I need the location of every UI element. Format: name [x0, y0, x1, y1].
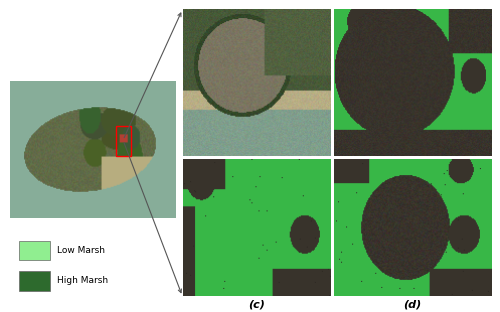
Bar [19, 241, 50, 261]
Text: High Marsh: High Marsh [57, 276, 108, 285]
X-axis label: (a): (a) [248, 159, 265, 169]
Text: Low Marsh: Low Marsh [57, 246, 105, 255]
Bar [116, 125, 131, 156]
X-axis label: (d): (d) [404, 299, 422, 309]
X-axis label: (b): (b) [404, 159, 422, 169]
Bar [19, 271, 50, 290]
X-axis label: (c): (c) [248, 299, 264, 309]
